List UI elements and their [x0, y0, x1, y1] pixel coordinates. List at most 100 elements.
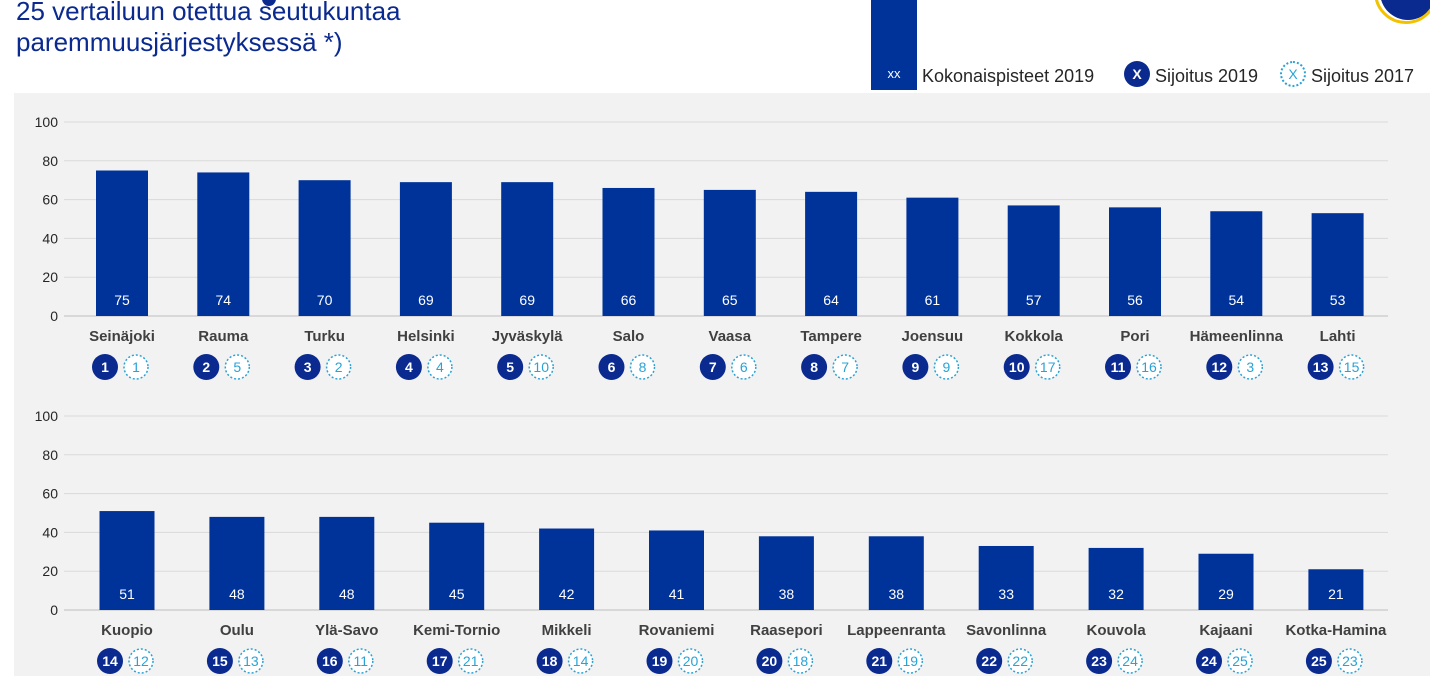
rank-2017-label: 7 — [841, 359, 849, 375]
data-label: 61 — [925, 292, 941, 308]
rank-2017-badge — [933, 354, 960, 380]
rank-2017-label: 18 — [793, 653, 809, 669]
rank-2017-badge — [1237, 354, 1264, 380]
bar — [906, 197, 959, 316]
category-label: Kokkola — [1005, 328, 1064, 345]
legend-bar-symbol: xx — [887, 66, 901, 81]
rank-2019-badge — [756, 648, 783, 674]
rank-2019-badge — [206, 648, 233, 674]
rank-2019-label: 8 — [810, 359, 818, 375]
data-label: 66 — [621, 292, 637, 308]
data-label: 21 — [1328, 586, 1344, 602]
data-label: 32 — [1108, 586, 1124, 602]
bar — [1109, 207, 1161, 316]
rank-2017-label: 8 — [639, 359, 647, 375]
category-label: Raasepori — [750, 622, 823, 639]
rank-2019-label: 2 — [202, 359, 210, 375]
rank-2019-label: 23 — [1091, 653, 1107, 669]
rank-2019-label: 7 — [709, 359, 717, 375]
rank-2019-label: 25 — [1311, 653, 1327, 669]
bar — [978, 545, 1034, 610]
rank-2019-badge — [1086, 648, 1113, 674]
chart-title-line-2: paremmuusjärjestyksessä *) — [16, 27, 343, 57]
rank-2017-badge — [1338, 354, 1365, 380]
bar — [298, 180, 351, 316]
rank-2019-badge — [426, 648, 453, 674]
category-label: Joensuu — [902, 328, 964, 345]
rank-2019-badge — [92, 354, 118, 380]
rank-2017-label: 11 — [354, 653, 369, 669]
bar — [758, 536, 814, 610]
rank-2017-label: 13 — [243, 653, 259, 669]
rank-2017-badge — [123, 354, 149, 380]
bar — [703, 189, 756, 316]
y-tick-label: 0 — [50, 602, 58, 618]
rank-2019-label: 17 — [432, 653, 448, 669]
bar — [1210, 211, 1263, 316]
data-label: 51 — [119, 586, 135, 602]
y-tick-label: 100 — [35, 408, 59, 424]
legend: xx Kokonaispisteet 2019 X Sijoitus 2019 … — [0, 0, 1430, 92]
category-label: Kajaani — [1199, 622, 1252, 639]
rank-2017-badge — [1117, 648, 1143, 674]
y-tick-label: 40 — [42, 230, 58, 246]
rank-2019-label: 6 — [608, 359, 616, 375]
rank-2019-badge — [801, 354, 828, 380]
legend-bar-label: Kokonaispisteet 2019 — [922, 66, 1095, 86]
bar — [539, 528, 595, 610]
bar — [319, 516, 375, 610]
rank-2019-label: 15 — [212, 653, 228, 669]
rank-2017-badge — [325, 354, 352, 380]
category-label: Ylä-Savo — [315, 622, 378, 639]
bar — [1007, 205, 1060, 316]
category-label: Seinäjoki — [89, 328, 155, 345]
bar — [649, 530, 704, 610]
y-tick-label: 20 — [42, 269, 58, 285]
data-label: 48 — [229, 586, 245, 602]
rank-2017-label: 10 — [533, 359, 549, 375]
category-label: Kuopio — [101, 622, 153, 639]
data-label: 65 — [722, 292, 738, 308]
rank-2017-badge — [832, 354, 858, 380]
rank-2019-badge — [1305, 648, 1332, 674]
category-label: Tampere — [800, 328, 861, 345]
rank-2019-badge — [598, 354, 625, 380]
rank-2019-badge — [1307, 354, 1334, 380]
category-label: Oulu — [220, 622, 254, 639]
rank-2017-badge — [128, 648, 154, 674]
bar — [1311, 213, 1364, 316]
rank-2017-badge — [567, 648, 594, 674]
rank-2019-label: 10 — [1009, 359, 1025, 375]
decorative-dot — [262, 0, 276, 6]
rank-2019-badge — [1003, 354, 1030, 380]
data-label: 41 — [669, 586, 685, 602]
rank-2017-badge — [1337, 648, 1363, 674]
rank-2017-badge — [731, 354, 757, 380]
bar — [1308, 569, 1364, 610]
rank-2017-label: 24 — [1122, 653, 1138, 669]
rank-2017-label: 16 — [1141, 359, 1157, 375]
legend-rank-2019-symbol: X — [1124, 61, 1150, 87]
rank-2019-badge — [699, 354, 726, 380]
bar — [209, 516, 265, 610]
rank-2017-label: 3 — [1246, 359, 1254, 375]
rank-2019-label: 20 — [762, 653, 778, 669]
bar — [96, 170, 148, 316]
y-tick-label: 40 — [42, 524, 58, 540]
rank-2017-label: 12 — [133, 653, 149, 669]
category-label: Pori — [1120, 328, 1149, 345]
rank-2017-badge — [238, 648, 264, 674]
rank-2019-label: 14 — [102, 653, 118, 669]
category-label: Vaasa — [709, 328, 752, 345]
y-tick-label: 80 — [42, 153, 58, 169]
rank-2019-badge — [902, 354, 929, 380]
data-label: 33 — [998, 586, 1014, 602]
rank-2017-badge — [457, 648, 484, 674]
data-label: 48 — [339, 586, 355, 602]
category-label: Hämeenlinna — [1190, 328, 1284, 345]
rank-2019-label: 3 — [304, 359, 312, 375]
category-label: Helsinki — [397, 328, 455, 345]
category-label: Lahti — [1320, 328, 1356, 345]
rank-2019-badge — [646, 648, 673, 674]
